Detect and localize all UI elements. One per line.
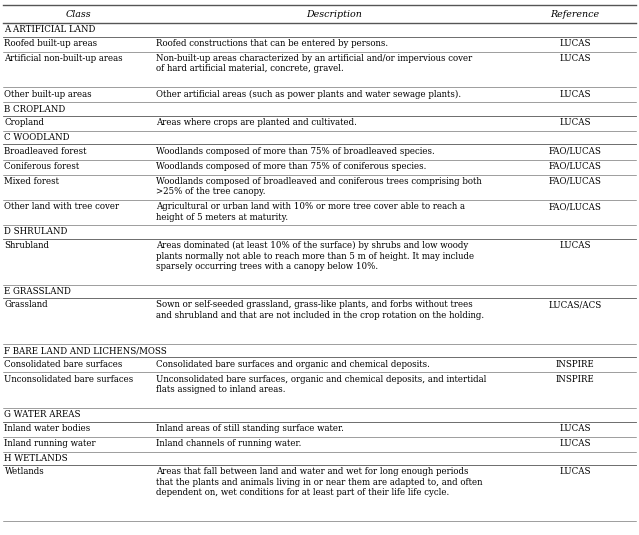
Text: LUCAS: LUCAS xyxy=(559,90,591,98)
Text: INSPIRE: INSPIRE xyxy=(556,375,594,384)
Text: Inland running water: Inland running water xyxy=(4,439,96,448)
Text: H WETLANDS: H WETLANDS xyxy=(4,454,68,463)
Text: Unconsolidated bare surfaces, organic and chemical deposits, and intertidal
flat: Unconsolidated bare surfaces, organic an… xyxy=(156,375,486,394)
Text: Shrubland: Shrubland xyxy=(4,241,49,250)
Text: Class: Class xyxy=(65,10,91,19)
Text: Other artificial areas (such as power plants and water sewage plants).: Other artificial areas (such as power pl… xyxy=(156,90,461,99)
Text: A ARTIFICIAL LAND: A ARTIFICIAL LAND xyxy=(4,26,96,34)
Text: Roofed built-up areas: Roofed built-up areas xyxy=(4,39,98,48)
Text: Artificial non-built-up areas: Artificial non-built-up areas xyxy=(4,54,123,63)
Text: Woodlands composed of more than 75% of broadleaved species.: Woodlands composed of more than 75% of b… xyxy=(156,147,435,156)
Text: Woodlands composed of more than 75% of coniferous species.: Woodlands composed of more than 75% of c… xyxy=(156,162,426,171)
Text: B CROPLAND: B CROPLAND xyxy=(4,105,66,113)
Text: Mixed forest: Mixed forest xyxy=(4,177,59,186)
Text: LUCAS: LUCAS xyxy=(559,118,591,127)
Text: Areas dominated (at least 10% of the surface) by shrubs and low woody
plants nor: Areas dominated (at least 10% of the sur… xyxy=(156,241,474,271)
Text: Coniferous forest: Coniferous forest xyxy=(4,162,80,171)
Text: Agricultural or urban land with 10% or more tree cover able to reach a
height of: Agricultural or urban land with 10% or m… xyxy=(156,202,465,221)
Text: Inland areas of still standing surface water.: Inland areas of still standing surface w… xyxy=(156,424,344,433)
Text: Areas where crops are planted and cultivated.: Areas where crops are planted and cultiv… xyxy=(156,118,357,127)
Text: FAO/LUCAS: FAO/LUCAS xyxy=(549,147,601,156)
Text: Consolidated bare surfaces: Consolidated bare surfaces xyxy=(4,360,123,369)
Text: Areas that fall between land and water and wet for long enough periods
that the : Areas that fall between land and water a… xyxy=(156,468,482,498)
Text: LUCAS: LUCAS xyxy=(559,241,591,250)
Text: Roofed constructions that can be entered by persons.: Roofed constructions that can be entered… xyxy=(156,39,388,48)
Text: Description: Description xyxy=(306,10,362,19)
Text: LUCAS: LUCAS xyxy=(559,439,591,448)
Text: FAO/LUCAS: FAO/LUCAS xyxy=(549,162,601,171)
Text: Other land with tree cover: Other land with tree cover xyxy=(4,202,119,211)
Text: Sown or self-seeded grassland, grass-like plants, and forbs without trees
and sh: Sown or self-seeded grassland, grass-lik… xyxy=(156,300,484,320)
Text: LUCAS: LUCAS xyxy=(559,39,591,48)
Text: D SHRULAND: D SHRULAND xyxy=(4,227,68,236)
Text: LUCAS: LUCAS xyxy=(559,468,591,477)
Text: INSPIRE: INSPIRE xyxy=(556,360,594,369)
Text: FAO/LUCAS: FAO/LUCAS xyxy=(549,202,601,211)
Text: LUCAS: LUCAS xyxy=(559,54,591,63)
Text: F BARE LAND AND LICHENS/MOSS: F BARE LAND AND LICHENS/MOSS xyxy=(4,346,167,355)
Text: Cropland: Cropland xyxy=(4,118,45,127)
Text: Woodlands composed of broadleaved and coniferous trees comprising both
>25% of t: Woodlands composed of broadleaved and co… xyxy=(156,177,482,196)
Text: Consolidated bare surfaces and organic and chemical deposits.: Consolidated bare surfaces and organic a… xyxy=(156,360,430,369)
Text: Wetlands: Wetlands xyxy=(4,468,44,477)
Text: Unconsolidated bare surfaces: Unconsolidated bare surfaces xyxy=(4,375,134,384)
Text: Reference: Reference xyxy=(551,10,599,19)
Text: Inland channels of running water.: Inland channels of running water. xyxy=(156,439,302,448)
Text: LUCAS/ACS: LUCAS/ACS xyxy=(548,300,602,309)
Text: C WOODLAND: C WOODLAND xyxy=(4,133,70,142)
Text: E GRASSLAND: E GRASSLAND xyxy=(4,287,72,296)
Text: G WATER AREAS: G WATER AREAS xyxy=(4,410,81,419)
Text: Broadleaved forest: Broadleaved forest xyxy=(4,147,87,156)
Text: Grassland: Grassland xyxy=(4,300,48,309)
Text: FAO/LUCAS: FAO/LUCAS xyxy=(549,177,601,186)
Text: Non-built-up areas characterized by an artificial and/or impervious cover
of har: Non-built-up areas characterized by an a… xyxy=(156,54,472,73)
Text: Inland water bodies: Inland water bodies xyxy=(4,424,91,433)
Text: Other built-up areas: Other built-up areas xyxy=(4,90,92,98)
Text: LUCAS: LUCAS xyxy=(559,424,591,433)
